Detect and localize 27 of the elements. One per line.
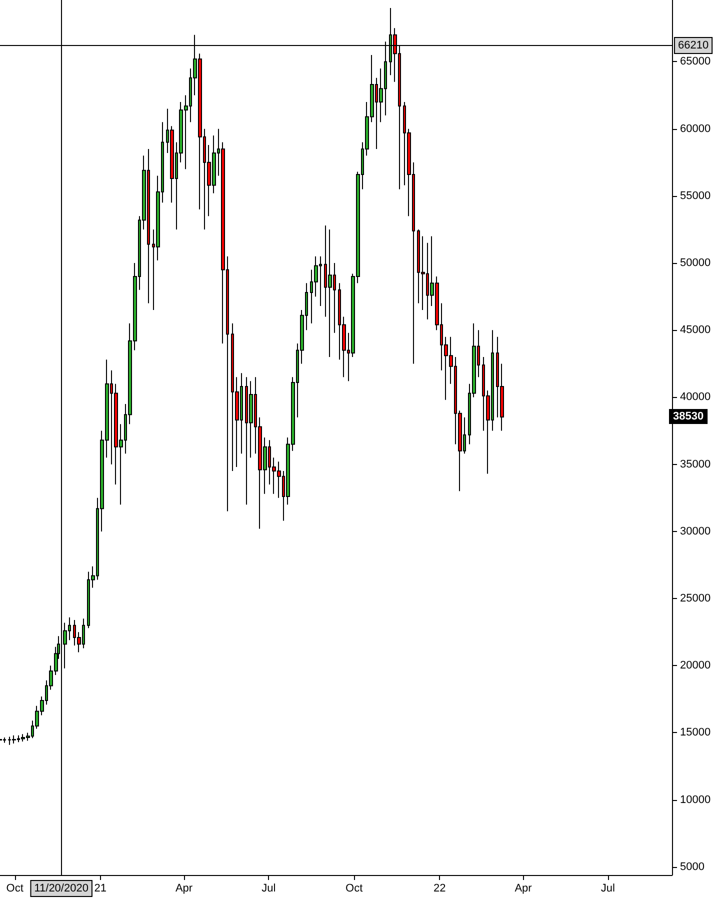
y-tick-label: 50000 — [680, 257, 711, 270]
x-tick-label: Oct — [346, 882, 363, 894]
y-tick-label: 15000 — [680, 726, 711, 739]
x-tick-label: Oct — [6, 882, 24, 894]
x-tick-label: Apr — [514, 882, 532, 894]
x-tick-label: 21 — [94, 882, 107, 894]
y-tick-label: 60000 — [680, 122, 711, 135]
y-tick-label: 30000 — [680, 525, 711, 538]
x-tick-label: 22 — [434, 882, 446, 894]
y-tick-label: 5000 — [680, 860, 704, 873]
y-tick-label: 55000 — [680, 190, 711, 202]
x-tick-label: Jul — [262, 882, 276, 894]
x-tick-label: Apr — [175, 882, 193, 894]
candlestick — [328, 228, 332, 358]
y-tick-label: 20000 — [680, 660, 711, 672]
ref-line-label: 11/20/2020 — [34, 882, 88, 894]
y-tick-label: 40000 — [680, 391, 711, 404]
y-tick-label: 25000 — [680, 592, 711, 605]
y-tick-label: 65000 — [680, 56, 711, 68]
text: 38530 — [673, 410, 704, 422]
candlestick — [12, 734, 16, 744]
x-tick-label: Jul — [600, 882, 615, 894]
y-tick-label: 35000 — [680, 458, 711, 470]
y-tick-label: 10000 — [680, 794, 711, 806]
ref-line-label: 66210 — [678, 39, 709, 52]
y-tick-label: 45000 — [680, 324, 711, 336]
candlestick — [3, 736, 6, 744]
